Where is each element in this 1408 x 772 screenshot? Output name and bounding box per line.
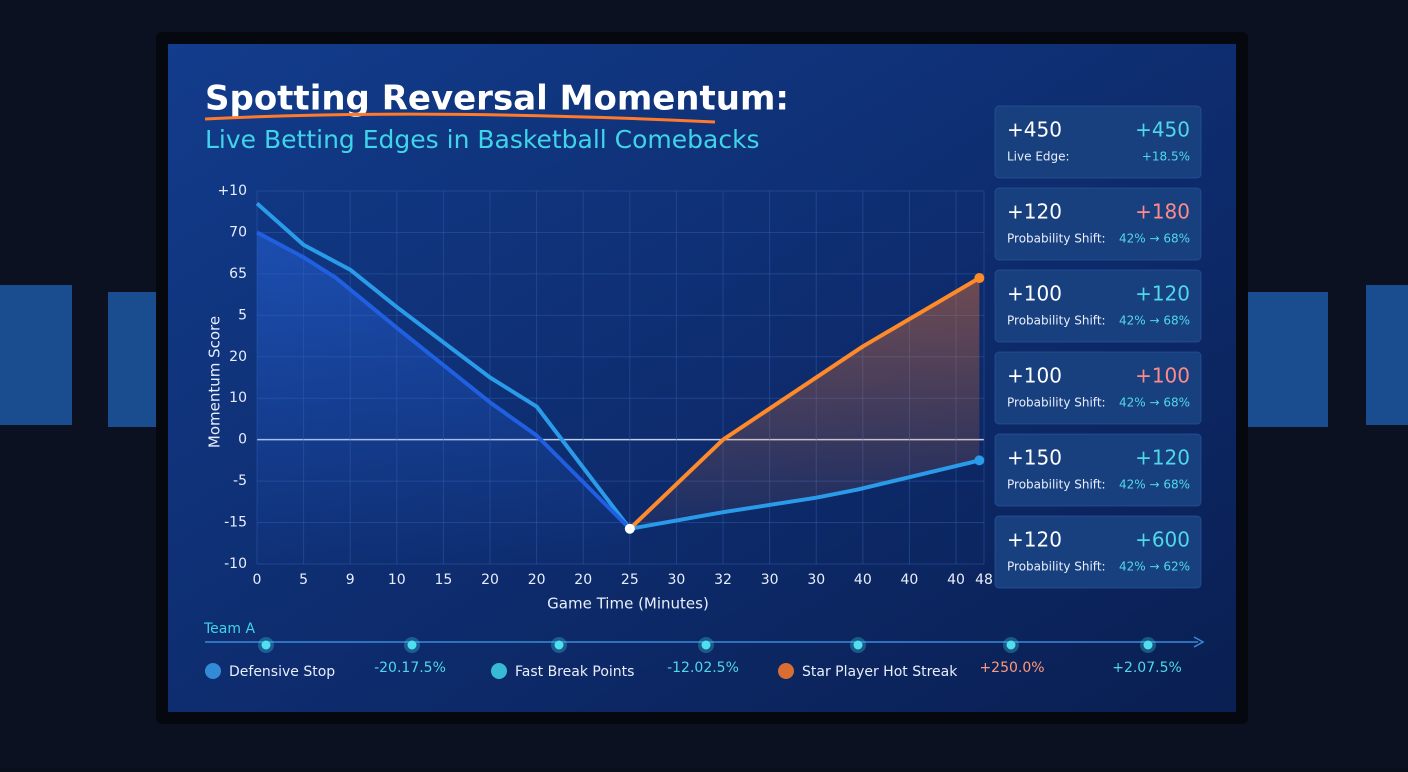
x-tick-label: 15 — [434, 572, 452, 588]
x-tick-label: 20 — [574, 572, 592, 588]
event-change: +250.0% — [979, 660, 1044, 676]
card-shift: 42% → 68% — [1119, 232, 1190, 246]
card-odds-right: +450 — [1135, 118, 1190, 142]
card-odds: +100 — [1007, 282, 1062, 306]
x-tick-label: 10 — [388, 572, 406, 588]
x-tick-label: 32 — [714, 572, 732, 588]
y-tick-label: 65 — [229, 266, 247, 282]
y-tick-label: 70 — [229, 224, 247, 240]
timeline-dot — [261, 640, 271, 650]
timeline-dot — [853, 640, 863, 650]
x-tick-label: 40 — [854, 572, 872, 588]
y-tick-label: 20 — [229, 349, 247, 365]
card-label: Live Edge: — [1007, 150, 1070, 164]
card-label: Probability Shift: — [1007, 396, 1106, 410]
x-tick-label: 5 — [299, 572, 308, 588]
card-odds-right: +120 — [1135, 282, 1190, 306]
side-monitor — [1366, 285, 1408, 425]
y-tick-label: +10 — [217, 183, 247, 199]
pivot-point — [624, 523, 635, 534]
event-change: -12.02.5% — [667, 660, 739, 676]
event-label: Fast Break Points — [515, 664, 634, 680]
card-shift: 42% → 68% — [1119, 396, 1190, 410]
x-tick-label: 20 — [481, 572, 499, 588]
line — [255, 201, 980, 531]
end-point — [974, 455, 985, 466]
y-tick-label: 5 — [238, 307, 247, 323]
event-icon — [778, 663, 794, 679]
event-icon — [491, 663, 507, 679]
title: Spotting Reversal Momentum: — [205, 79, 789, 119]
x-tick-label: 30 — [761, 572, 779, 588]
card-shift: 42% → 68% — [1119, 478, 1190, 492]
card-label: Probability Shift: — [1007, 560, 1106, 574]
line — [628, 276, 981, 531]
odds-card — [994, 351, 1202, 425]
x-tick-label: 48 — [975, 572, 993, 588]
odds-card — [994, 187, 1202, 261]
timeline-dot — [1143, 640, 1153, 650]
x-tick-label: 25 — [621, 572, 639, 588]
card-label: Probability Shift: — [1007, 478, 1106, 492]
x-tick-label: 40 — [901, 572, 919, 588]
card-shift: +18.5% — [1142, 150, 1190, 164]
team-label: Team A — [203, 621, 255, 637]
event-change: -20.17.5% — [374, 660, 446, 676]
odds-card — [994, 515, 1202, 589]
x-tick-label: 30 — [668, 572, 686, 588]
timeline-dot — [554, 640, 564, 650]
x-tick-label: 9 — [346, 572, 355, 588]
card-odds-right: +180 — [1135, 200, 1190, 224]
title-underline — [204, 112, 716, 124]
area — [257, 232, 630, 564]
timeline-dot — [701, 640, 711, 650]
card-odds: +120 — [1007, 528, 1062, 552]
card-odds: +100 — [1007, 364, 1062, 388]
card-shift: 42% → 62% — [1119, 560, 1190, 574]
y-axis-label: Momentum Score — [206, 316, 224, 448]
card-label: Probability Shift: — [1007, 232, 1106, 246]
side-monitor — [0, 285, 72, 425]
event-change: +2.07.5% — [1112, 660, 1182, 676]
odds-card — [994, 105, 1202, 179]
x-tick-label: 20 — [528, 572, 546, 588]
event-label: Defensive Stop — [229, 664, 335, 680]
end-point — [974, 273, 985, 284]
y-tick-label: -10 — [224, 556, 247, 572]
subtitle: Live Betting Edges in Basketball Comebac… — [205, 125, 760, 154]
x-axis-label: Game Time (Minutes) — [547, 595, 709, 613]
card-odds: +120 — [1007, 200, 1062, 224]
odds-card — [994, 269, 1202, 343]
side-monitor — [1248, 292, 1328, 427]
line — [256, 230, 632, 531]
timeline-dot — [407, 640, 417, 650]
card-odds: +150 — [1007, 446, 1062, 470]
timeline-arrow — [1193, 636, 1205, 648]
card-odds: +450 — [1007, 118, 1062, 142]
odds-card — [994, 433, 1202, 507]
event-icon — [205, 663, 221, 679]
side-monitor — [108, 292, 158, 427]
card-odds-right: +120 — [1135, 446, 1190, 470]
card-odds-right: +600 — [1135, 528, 1190, 552]
y-tick-label: -5 — [233, 473, 247, 489]
y-tick-label: 10 — [229, 390, 247, 406]
y-tick-label: -15 — [224, 515, 247, 531]
x-tick-label: 40 — [947, 572, 965, 588]
event-label: Star Player Hot Streak — [802, 664, 958, 680]
timeline-dot — [1006, 640, 1016, 650]
card-shift: 42% → 68% — [1119, 314, 1190, 328]
x-tick-label: 0 — [253, 572, 262, 588]
x-tick-label: 30 — [807, 572, 825, 588]
card-label: Probability Shift: — [1007, 314, 1106, 328]
card-odds-right: +100 — [1135, 364, 1190, 388]
y-tick-label: 0 — [238, 432, 247, 448]
area — [629, 278, 980, 529]
